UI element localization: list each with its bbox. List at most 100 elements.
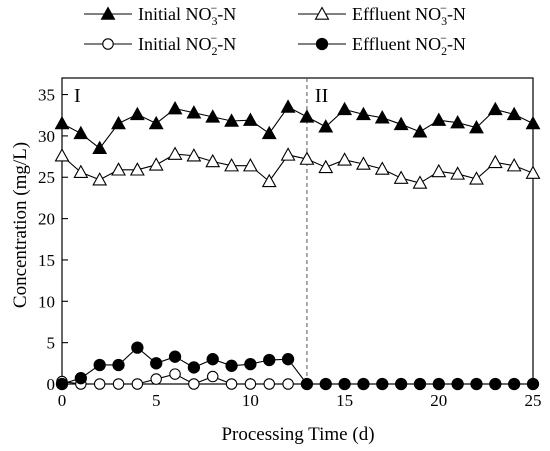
- data-point: [150, 357, 163, 370]
- data-point: [431, 163, 447, 178]
- data-point: [187, 361, 201, 374]
- data-point: [299, 151, 315, 165]
- data-point: [318, 159, 334, 174]
- data-point: [168, 350, 182, 363]
- data-point: [393, 170, 409, 184]
- y-tick-label: 0: [47, 375, 56, 394]
- data-point: [318, 119, 334, 133]
- data-point: [525, 115, 541, 130]
- data-point: [412, 124, 428, 138]
- data-point: [489, 377, 502, 391]
- stage-label-2: II: [315, 85, 328, 107]
- y-tick-label: 10: [38, 292, 55, 311]
- y-tick-label: 25: [38, 168, 55, 187]
- data-point: [74, 372, 87, 385]
- data-point: [73, 125, 89, 140]
- data-point: [131, 378, 144, 390]
- data-point: [263, 378, 275, 390]
- data-point: [357, 377, 370, 391]
- legend-label: Effluent NO3−-N: [352, 1, 466, 28]
- data-point: [450, 115, 466, 129]
- data-point: [73, 164, 89, 179]
- data-point: [244, 358, 257, 371]
- series-line-4: [61, 346, 533, 385]
- x-tick-label: 15: [336, 391, 353, 410]
- data-point: [93, 378, 106, 390]
- y-tick-label: 30: [38, 127, 55, 146]
- data-point: [131, 341, 144, 354]
- legend: Initial NO3−-N Effluent NO3−-N Initial NO2…: [84, 1, 466, 58]
- data-point: [205, 109, 221, 123]
- data-point: [112, 358, 125, 372]
- legend-item-1: Initial NO3−-N: [84, 1, 236, 28]
- data-point: [206, 370, 219, 383]
- data-point: [374, 161, 390, 175]
- data-point: [93, 358, 106, 372]
- legend-item-4: Effluent NO2−-N: [298, 31, 466, 58]
- data-point: [506, 106, 522, 121]
- y-tick-label: 20: [38, 210, 55, 229]
- data-point: [508, 377, 521, 391]
- legend-marker: [100, 6, 116, 20]
- data-point: [374, 110, 390, 124]
- x-axis-title: Processing Time (d): [221, 424, 374, 445]
- data-point: [92, 140, 108, 155]
- data-point: [186, 148, 202, 162]
- data-point: [337, 101, 353, 116]
- data-point: [376, 377, 389, 391]
- data-point: [225, 378, 238, 390]
- data-point: [111, 162, 126, 176]
- data-point: [525, 165, 541, 179]
- x-tick-label: 0: [58, 391, 67, 410]
- data-point: [469, 171, 484, 185]
- data-point: [282, 378, 294, 390]
- data-point: [356, 156, 371, 170]
- data-point: [506, 158, 522, 172]
- data-point: [299, 109, 315, 123]
- legend-marker: [315, 37, 329, 51]
- data-point: [338, 377, 351, 391]
- legend-label: Initial NO2−-N: [138, 31, 236, 58]
- data-point: [242, 158, 258, 172]
- y-tick-label: 35: [38, 86, 55, 105]
- data-point: [111, 115, 126, 130]
- data-point: [54, 148, 70, 162]
- data-point: [281, 353, 295, 366]
- data-point: [526, 377, 540, 391]
- data-point: [261, 173, 277, 188]
- data-point: [280, 99, 296, 113]
- data-point: [148, 115, 164, 130]
- x-tick-label: 20: [430, 391, 447, 410]
- data-point: [263, 353, 276, 367]
- data-point: [129, 162, 145, 176]
- data-point: [319, 377, 332, 391]
- legend-item-2: Effluent NO3−-N: [298, 1, 466, 28]
- data-point: [206, 353, 219, 366]
- legend-label: Initial NO3−-N: [138, 1, 236, 28]
- data-point: [469, 119, 484, 134]
- data-point: [224, 113, 239, 127]
- y-axis-title: Concentration (mg/L): [10, 142, 31, 308]
- legend-marker: [102, 38, 114, 50]
- data-point: [451, 377, 464, 391]
- data-point: [261, 125, 277, 140]
- data-point: [54, 115, 70, 130]
- legend-marker: [314, 6, 330, 20]
- data-point: [148, 157, 164, 171]
- data-point: [280, 147, 296, 161]
- data-point: [487, 154, 503, 169]
- data-point: [450, 166, 466, 180]
- legend-item-3: Initial NO2−-N: [84, 31, 236, 58]
- data-point: [225, 359, 238, 372]
- stage-label-1: I: [74, 85, 81, 107]
- data-point: [224, 158, 239, 172]
- data-point: [244, 378, 257, 390]
- data-point: [487, 101, 503, 116]
- data-point: [55, 377, 69, 391]
- data-point: [186, 105, 202, 119]
- data-point: [394, 377, 408, 391]
- data-point: [169, 368, 181, 380]
- data-point: [188, 378, 200, 390]
